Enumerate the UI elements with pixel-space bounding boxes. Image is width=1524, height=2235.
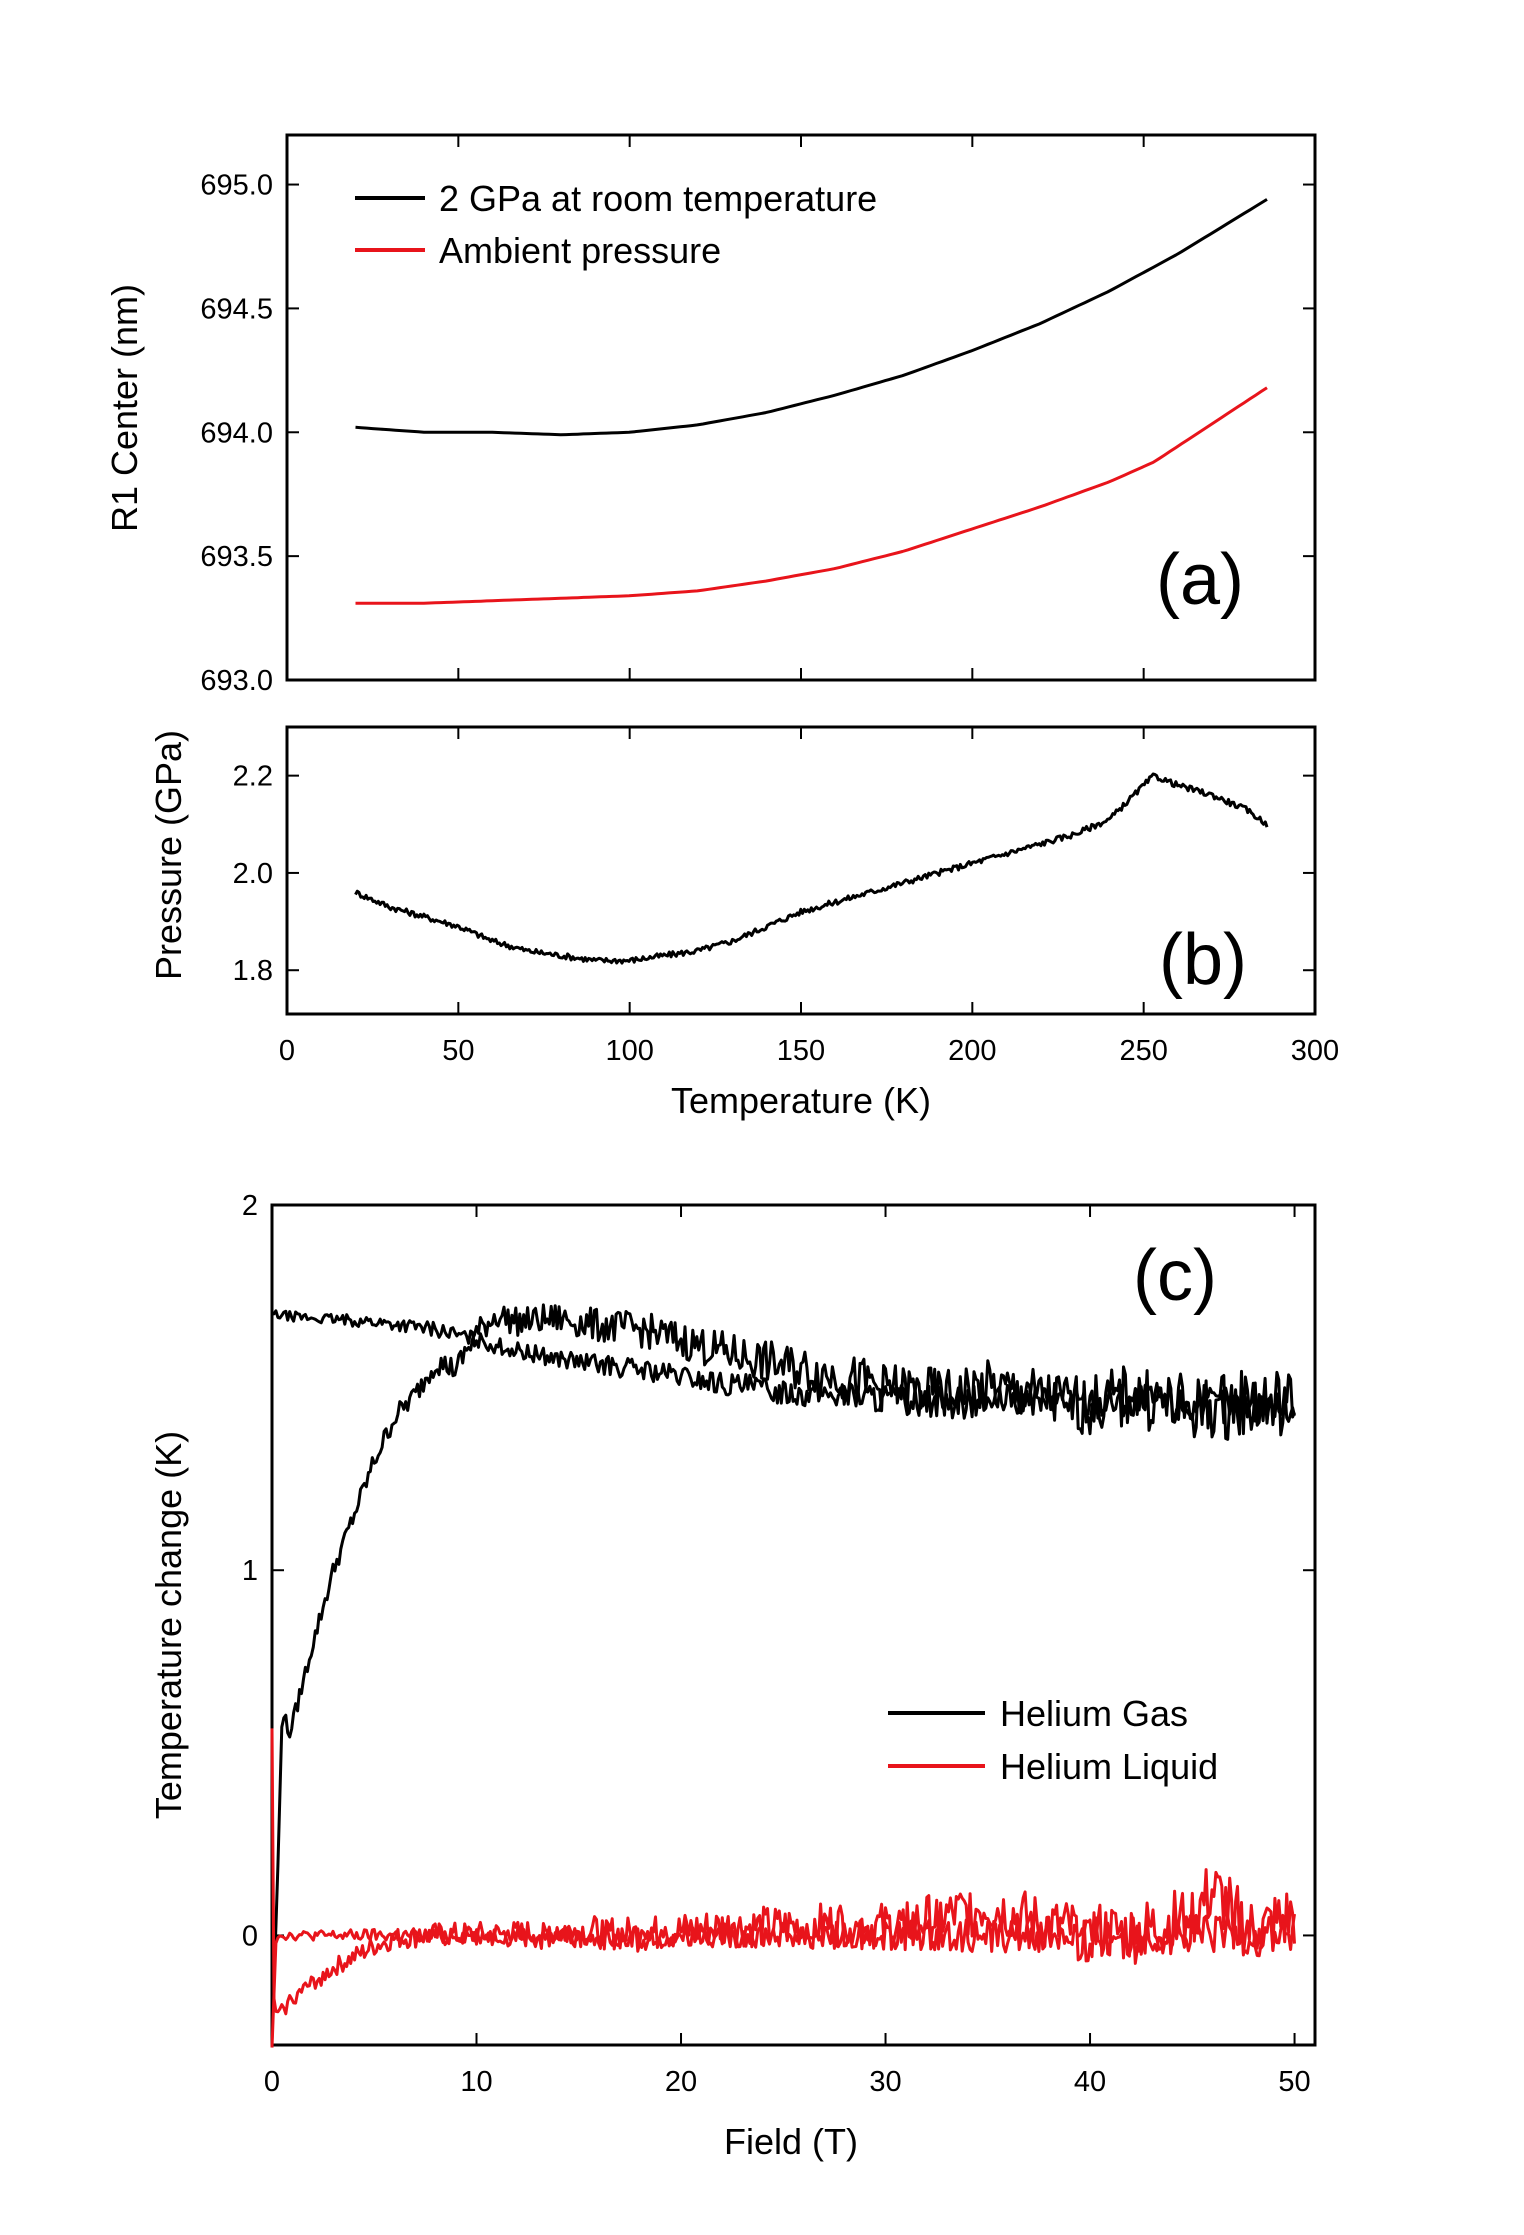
panel-c-legend: Helium Gas Helium Liquid <box>888 1693 1218 1787</box>
xtick-label: 10 <box>460 2066 492 2098</box>
xtick-label: 50 <box>442 1035 474 1067</box>
ytick-label: 2.0 <box>233 858 273 890</box>
legend-label-helium-liquid: Helium Liquid <box>1000 1746 1218 1787</box>
panel-b-lines <box>354 772 1269 965</box>
xtick-label: 40 <box>1074 2066 1106 2098</box>
panel-b-ticks: 1.8 2.0 2.2 0 50 100 150 200 250 300 <box>233 727 1339 1067</box>
xtick-label: 200 <box>948 1035 996 1067</box>
legend-label-ambient: Ambient pressure <box>439 230 721 271</box>
panel-c-label: (c) <box>1133 1236 1217 1316</box>
panel-c-frame <box>270 1203 1317 2047</box>
panel-c-ylabel: Temperature change (K) <box>148 1431 189 1819</box>
ytick-label: 693.0 <box>200 665 273 697</box>
panel-a-legend: 2 GPa at room temperature Ambient pressu… <box>355 178 877 271</box>
xtick-label: 20 <box>665 2066 697 2098</box>
ytick-label: 2.2 <box>233 761 273 793</box>
series-line <box>270 1913 1296 2048</box>
ytick-label: 0 <box>242 1920 258 1952</box>
panel-a-label: (a) <box>1156 540 1244 620</box>
xtick-label: 300 <box>1291 1035 1339 1067</box>
panel-b-ylabel: Pressure (GPa) <box>148 730 189 980</box>
xtick-label: 100 <box>605 1035 653 1067</box>
xtick-label: 0 <box>264 2066 280 2098</box>
series-line <box>354 772 1269 965</box>
panel-a: 693.0 693.5 694.0 694.5 695.0 R1 Center (nm)… <box>104 133 1317 697</box>
ytick-label: 694.5 <box>200 293 273 325</box>
xtick-label: 30 <box>869 2066 901 2098</box>
legend-label-helium-gas: Helium Gas <box>1000 1693 1188 1734</box>
panel-b-xlabel: Temperature (K) <box>671 1080 931 1121</box>
ytick-label: 1.8 <box>233 955 273 987</box>
panel-a-lines <box>355 198 1268 605</box>
ytick-label: 2 <box>242 1190 258 1222</box>
xtick-label: 0 <box>279 1035 295 1067</box>
series-line <box>270 1303 1296 2040</box>
panel-b: 1.8 2.0 2.2 0 50 100 150 200 250 300 Pressure (GP… <box>148 725 1339 1121</box>
panel-b-label: (b) <box>1159 920 1247 1000</box>
xtick-label: 250 <box>1119 1035 1167 1067</box>
series-line <box>355 386 1268 605</box>
panel-a-ticks: 693.0 693.5 694.0 694.5 695.0 <box>200 135 1316 697</box>
panel-c-xlabel: Field (T) <box>724 2121 858 2162</box>
xtick-label: 50 <box>1278 2066 1310 2098</box>
panel-c-lines <box>270 1303 1296 2048</box>
xtick-label: 150 <box>777 1035 825 1067</box>
ytick-label: 694.0 <box>200 417 273 449</box>
panel-a-ylabel: R1 Center (nm) <box>104 284 145 532</box>
ytick-label: 693.5 <box>200 541 273 573</box>
series-line <box>355 198 1268 437</box>
series-line <box>271 1309 1296 1426</box>
legend-label-room-temp: 2 GPa at room temperature <box>439 178 877 219</box>
ytick-label: 695.0 <box>200 170 273 202</box>
ytick-label: 1 <box>242 1555 258 1587</box>
